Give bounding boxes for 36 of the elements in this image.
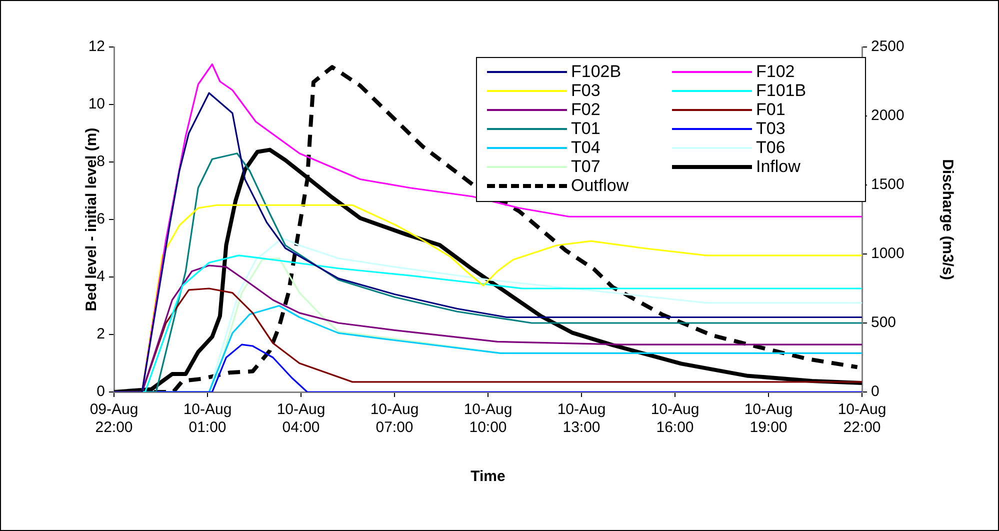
y2-tick-label: 2500 [871, 38, 904, 56]
x-tick-label: 10-Aug 22:00 [838, 401, 886, 436]
x-tick-label: 10-Aug 01:00 [183, 401, 232, 436]
y-tick-label: 12 [88, 38, 105, 56]
y2-tick-label: 500 [871, 314, 896, 332]
legend-label: T07 [571, 157, 600, 176]
x-tick-label: 10-Aug 10:00 [464, 401, 512, 436]
x-tick-label: 10-Aug 16:00 [650, 401, 700, 436]
legend-label: T04 [571, 138, 600, 157]
y2-tick-label: 1000 [871, 245, 904, 262]
legend-label: Inflow [756, 157, 800, 176]
legend-label: F101B [756, 81, 806, 100]
legend-label: F02 [571, 100, 600, 119]
x-axis-title: Time [470, 468, 506, 486]
y-tick-label: 0 [96, 383, 105, 400]
legend-label: T01 [571, 119, 600, 138]
y-tick-label: 6 [96, 210, 105, 228]
legend-label: Outflow [571, 176, 629, 195]
x-tick-label: 10-Aug 04:00 [276, 401, 326, 436]
legend-label: F102B [571, 62, 622, 81]
y2-axis-title: Discharge (m3/s) [938, 159, 956, 280]
x-tick-label: 10-Aug 07:00 [370, 401, 419, 436]
legend-label: F102 [756, 62, 795, 81]
y-tick-label: 10 [88, 96, 105, 113]
y2-tick-label: 0 [871, 383, 880, 400]
y2-tick-label: 1500 [871, 176, 904, 194]
legend-label: F03 [571, 81, 600, 100]
legend-label: F01 [756, 100, 786, 119]
legend-label: T03 [756, 119, 786, 138]
x-tick-label: 10-Aug 13:00 [557, 401, 606, 436]
y-tick-label: 2 [96, 326, 105, 343]
legend-label: T06 [756, 138, 786, 157]
y2-tick-label: 2000 [871, 107, 904, 124]
x-tick-label: 09-Aug 22:00 [90, 401, 138, 436]
x-tick-label: 10-Aug 19:00 [744, 401, 793, 436]
y-tick-label: 8 [96, 153, 105, 170]
